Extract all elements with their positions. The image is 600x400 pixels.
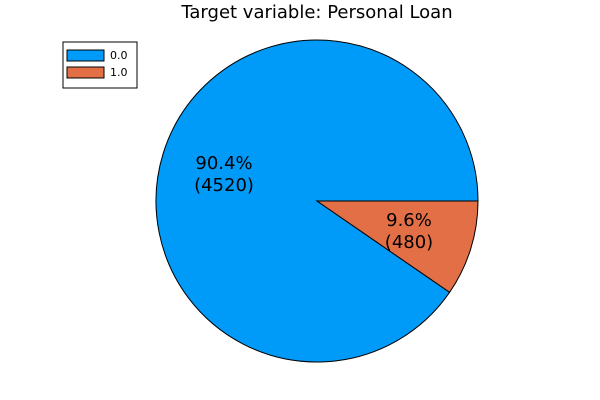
legend-swatch-0.0	[66, 49, 105, 62]
slice-label-0.0: 90.4%(4520)	[194, 153, 254, 196]
pie-slice-1.0	[315, 200, 479, 294]
legend: 0.0 1.0	[62, 41, 138, 89]
slice-labels: 90.4%(4520) 9.6%(480)	[194, 153, 433, 253]
slice-count-label-0.0: (4520)	[194, 175, 254, 196]
chart-title: Target variable: Personal Loan	[180, 2, 452, 23]
slice-count-label-1.0: (480)	[385, 232, 433, 253]
slice-percent-label-1.0: 9.6%	[386, 210, 432, 231]
pie-slices	[155, 39, 479, 363]
legend-swatch-1.0	[66, 66, 105, 79]
legend-label-1.0: 1.0	[110, 66, 128, 79]
legend-label-0.0: 0.0	[110, 49, 128, 62]
slice-percent-label-0.0: 90.4%	[195, 153, 252, 174]
slice-label-1.0: 9.6%(480)	[385, 210, 433, 253]
